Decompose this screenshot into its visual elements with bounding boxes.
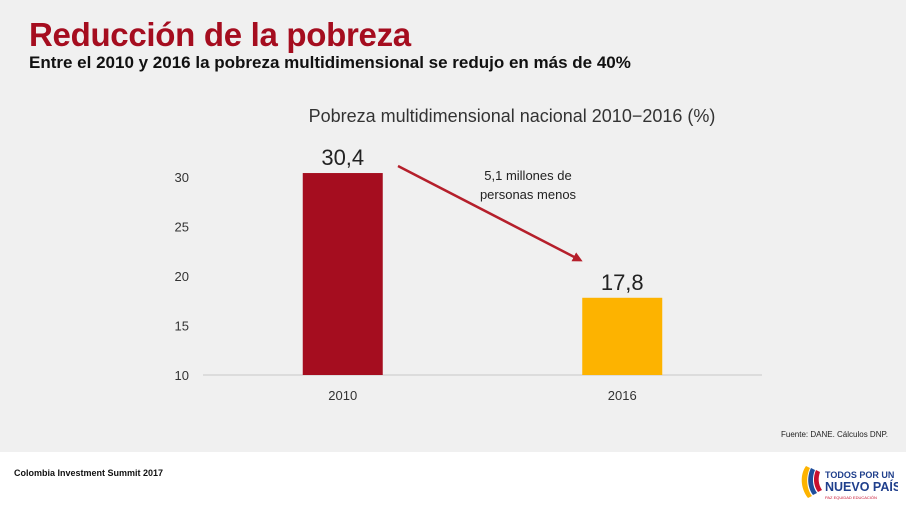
bar-chart: Pobreza multidimensional nacional 2010−2… [175,106,762,403]
slide: Reducción de la pobreza Entre el 2010 y … [0,0,906,452]
data-label-2016: 17,8 [601,270,644,295]
bar-2016 [582,297,663,375]
logo-red-stroke-icon [813,470,822,492]
footer-event-label: Colombia Investment Summit 2017 [14,468,164,478]
y-tick-label-4: 30 [175,170,189,185]
logo-tagline: PAZ EQUIDAD EDUCACIÓN [825,495,877,500]
page-subtitle: Entre el 2010 y 2016 la pobreza multidim… [29,53,631,72]
chart-title: Pobreza multidimensional nacional 2010−2… [309,106,716,126]
annotation-line-1: 5,1 millones de [484,168,571,183]
y-tick-label-0: 10 [175,368,189,383]
y-tick-label-1: 15 [175,319,189,334]
logo-line-1: TODOS POR UN [825,470,894,480]
footer: Colombia Investment Summit 2017 TODOS PO… [0,452,906,509]
data-label-2010: 30,4 [321,145,364,170]
source-note: Fuente: DANE. Cálculos DNP. [780,430,888,439]
page-title: Reducción de la pobreza [29,16,411,53]
todos-por-un-nuevo-pais-logo: TODOS POR UN NUEVO PAÍS PAZ EQUIDAD EDUC… [801,466,898,500]
logo-blue-stroke-icon [808,468,817,495]
y-tick-label-2: 20 [175,269,189,284]
decrease-arrow [397,164,583,262]
y-tick-label-3: 25 [175,220,189,235]
x-tick-label-2010: 2010 [328,388,357,403]
annotation-line-2: personas menos [480,187,577,202]
x-tick-label-2016: 2016 [608,388,637,403]
logo-line-2: NUEVO PAÍS [825,479,898,494]
bar-2010 [302,173,383,375]
logo-yellow-stroke-icon [801,466,812,498]
